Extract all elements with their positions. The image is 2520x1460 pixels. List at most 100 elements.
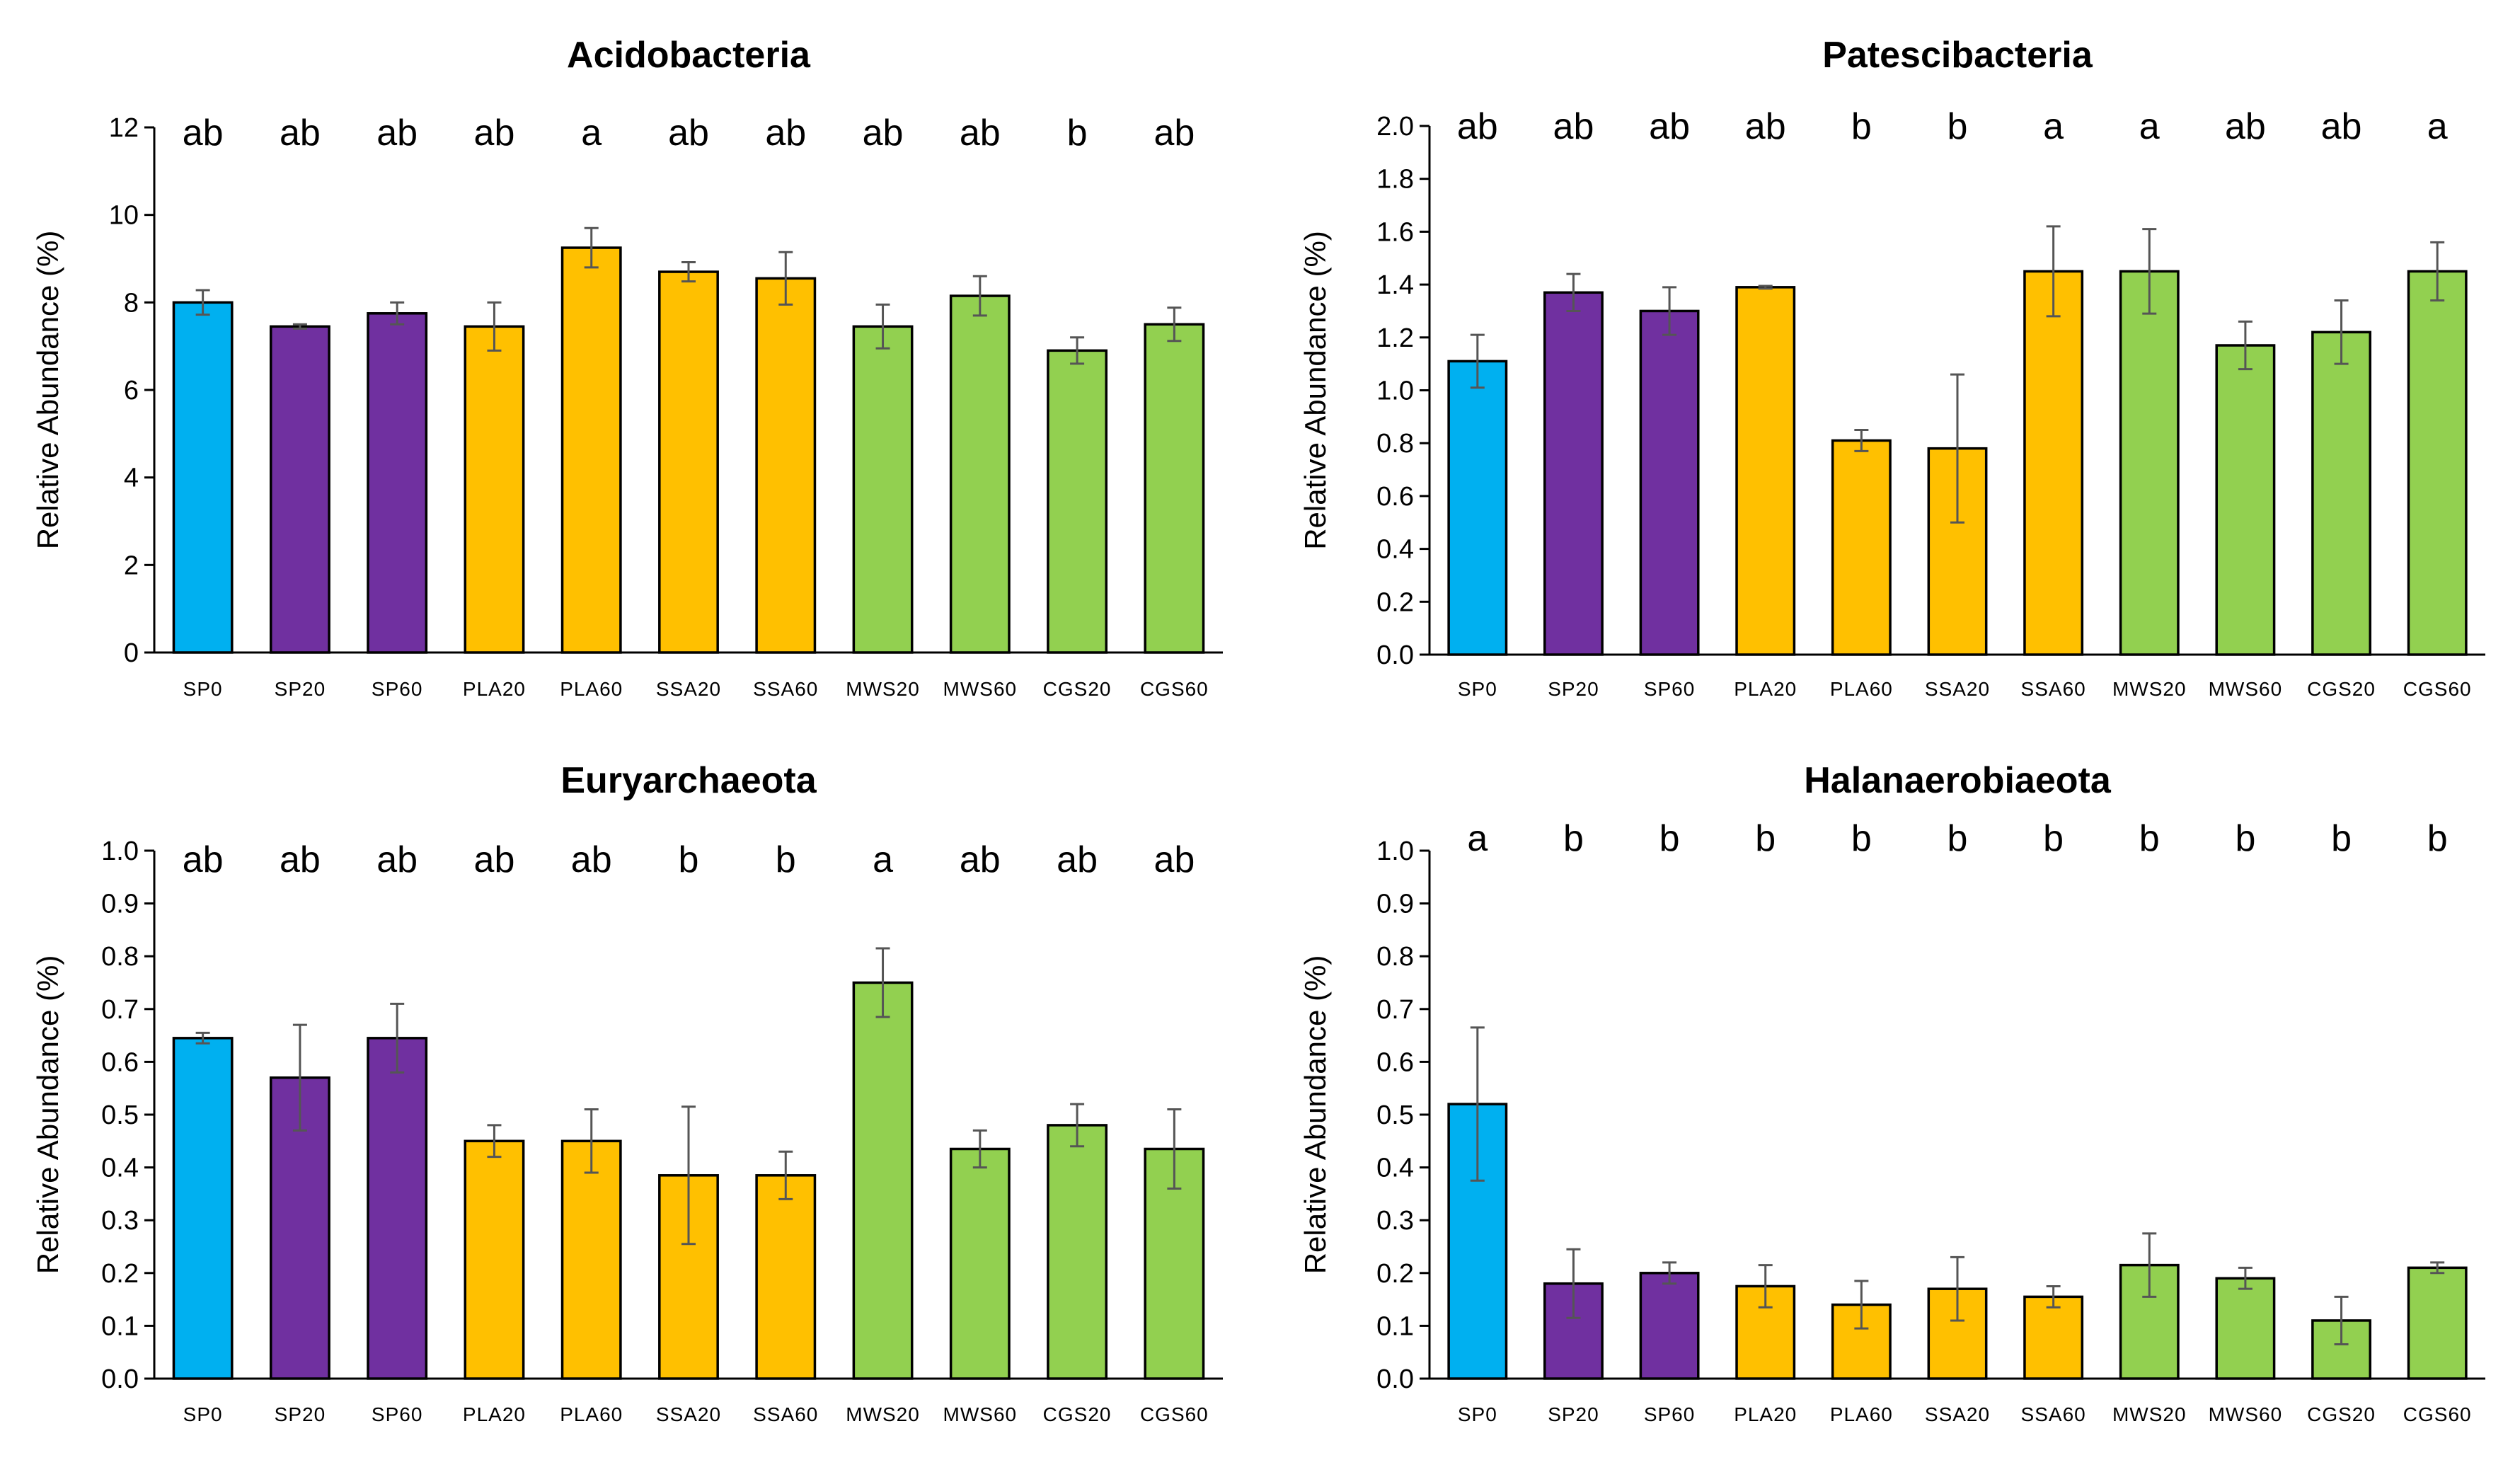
significance-letter: ab (474, 839, 515, 880)
bar-pla60 (560, 1139, 622, 1380)
significance-letter: ab (2321, 106, 2362, 147)
x-tick-label: SP20 (275, 1403, 326, 1425)
significance-letter: b (1067, 113, 1088, 154)
error-bar-mws20 (2142, 228, 2157, 315)
significance-letter: ab (1457, 106, 1498, 147)
error-bar-mws20 (875, 303, 890, 350)
bar-cgs60 (2407, 270, 2468, 656)
significance-letter: ab (1745, 106, 1786, 147)
bar-pla20 (464, 325, 525, 654)
bar-mws20 (2119, 270, 2180, 656)
bar-sp60 (367, 1037, 428, 1380)
y-tick-label: 2 (124, 551, 139, 580)
x-tick-label: CGS60 (2403, 678, 2472, 700)
y-tick-label: 1.4 (1376, 270, 1414, 300)
x-tick-label: CGS20 (1043, 678, 1112, 700)
x-tick-label: SP20 (1548, 678, 1599, 700)
y-tick-label: 10 (109, 201, 139, 231)
error-bar-ssa20 (1950, 373, 1964, 524)
y-tick-label: 6 (124, 376, 139, 406)
x-tick-label: CGS20 (1043, 1403, 1112, 1425)
error-bar-pla60 (584, 226, 599, 269)
x-tick-label: PLA20 (463, 1403, 526, 1425)
significance-letter: ab (2225, 106, 2266, 147)
bar-mws20 (852, 325, 914, 654)
bar-sp20 (269, 325, 330, 654)
error-bar-cgs60 (2430, 1261, 2445, 1275)
x-tick-label: MWS20 (2112, 1403, 2187, 1425)
x-tick-label: SP60 (1644, 1403, 1696, 1425)
error-bar-sp0 (1470, 333, 1485, 389)
error-bar-sp60 (390, 1002, 405, 1074)
y-tick-label: 0.0 (101, 1364, 139, 1394)
significance-letter: a (2043, 106, 2064, 147)
error-bar-ssa20 (681, 260, 696, 283)
x-tick-label: SP0 (1458, 1403, 1497, 1425)
x-tick-label: MWS20 (846, 678, 920, 700)
significance-letter: b (1947, 818, 1968, 859)
x-tick-label: SSA20 (1925, 678, 1990, 700)
error-bar-pla60 (1854, 429, 1869, 452)
error-bar-sp0 (195, 289, 210, 316)
x-tick-label: PLA20 (1734, 678, 1797, 700)
x-tick-label: PLA20 (1734, 1403, 1797, 1425)
x-tick-label: SP0 (183, 678, 223, 700)
y-tick-label: 0.0 (1376, 640, 1414, 670)
x-tick-label: MWS60 (2209, 678, 2283, 700)
bar-sp20 (1543, 291, 1604, 656)
x-tick-label: CGS60 (1140, 1403, 1209, 1425)
error-bar-sp60 (390, 301, 405, 326)
error-bar-sp0 (1470, 1026, 1485, 1182)
error-bar-sp20 (1566, 272, 1581, 312)
x-tick-label: SP60 (372, 678, 423, 700)
y-tick-label: 0.8 (101, 942, 139, 972)
y-tick-label: 1.6 (1376, 217, 1414, 247)
x-tick-label: PLA20 (463, 678, 526, 700)
significance-letter: b (1659, 818, 1680, 859)
error-bar-mws20 (2142, 1232, 2157, 1298)
error-bar-ssa20 (681, 1105, 696, 1246)
x-tick-label: PLA60 (1830, 678, 1893, 700)
error-bar-ssa20 (1950, 1255, 1964, 1322)
y-tick-label: 0.2 (101, 1259, 139, 1289)
x-tick-label: MWS20 (2112, 678, 2187, 700)
bar-cgs60 (1144, 323, 1205, 654)
bar-cgs20 (1047, 349, 1108, 654)
bar-ssa60 (2023, 1295, 2084, 1380)
y-tick-label: 0.5 (1376, 1100, 1414, 1130)
bar-mws60 (949, 294, 1011, 654)
y-tick-label: 0.1 (1376, 1311, 1414, 1341)
error-bar-ssa60 (2046, 225, 2061, 318)
panel-halanaerobiaeota: Halanaerobiaeota Relative Abundance (%) 0.… (1299, 760, 2485, 1425)
y-tick-label: 0.7 (1376, 995, 1414, 1025)
error-bar-ssa60 (778, 251, 793, 306)
bar-ssa60 (755, 1174, 817, 1380)
x-tick-label: SP60 (372, 1403, 423, 1425)
y-tick-label: 0.5 (101, 1100, 139, 1130)
bar-mws60 (2215, 1277, 2276, 1380)
error-bar-cgs20 (1070, 336, 1085, 365)
bar-ssa60 (755, 277, 817, 654)
y-tick-label: 0.8 (1376, 429, 1414, 459)
panel-euryarchaeota: Euryarchaeota Relative Abundance (%) 0.0 0.… (31, 760, 1223, 1425)
y-axis-label: Relative Abundance (%) (31, 955, 64, 1275)
significance-letter: b (2427, 818, 2448, 859)
significance-letter: ab (960, 113, 1001, 154)
significance-letter: ab (1153, 113, 1195, 154)
significance-letter: b (2043, 818, 2064, 859)
error-bar-pla20 (1758, 284, 1773, 290)
x-tick-label: CGS20 (2307, 678, 2376, 700)
error-bar-pla20 (487, 1124, 502, 1159)
error-bar-pla20 (487, 301, 502, 352)
error-bar-mws60 (2238, 1266, 2253, 1290)
significance-letter: ab (280, 839, 321, 880)
significance-letter: ab (571, 839, 612, 880)
x-tick-label: SP20 (275, 678, 326, 700)
error-bar-mws20 (875, 947, 890, 1018)
significance-letter: b (1947, 106, 1968, 147)
x-tick-label: MWS60 (2209, 1403, 2283, 1425)
x-tick-label: CGS20 (2307, 1403, 2376, 1425)
significance-letter: ab (668, 113, 709, 154)
y-tick-label: 0.7 (101, 995, 139, 1025)
